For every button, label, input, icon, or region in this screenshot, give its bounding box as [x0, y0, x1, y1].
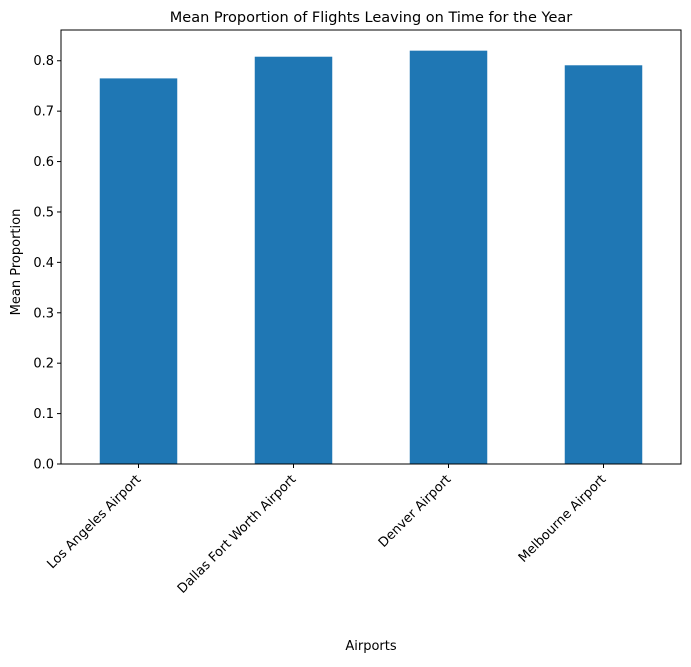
x-tick-label: Melbourne Airport	[516, 472, 610, 566]
axes-layer	[60, 29, 682, 465]
y-tick-label: 0.3	[33, 306, 54, 321]
bar-1	[254, 56, 333, 464]
y-tick-label: 0.6	[33, 155, 54, 170]
y-tick-label: 0.7	[33, 105, 54, 120]
plot-frame	[60, 29, 682, 465]
y-tick-label: 0.8	[33, 54, 54, 69]
bar-0	[99, 78, 178, 464]
x-axis-label: Airports	[345, 639, 396, 654]
y-tick-label: 0.5	[33, 205, 54, 220]
x-axis-ticks: Los Angeles Airport Dallas Fort Worth Air…	[44, 464, 609, 597]
y-axis-label: Mean Proportion	[9, 209, 24, 316]
x-tick-label: Los Angeles Airport	[44, 472, 144, 572]
y-tick-label: 0.4	[33, 256, 54, 271]
y-axis-ticks: 0.0 0.1 0.2 0.3 0.4 0.5 0.6 0.7 0.8	[33, 54, 61, 473]
bar-2	[409, 50, 488, 465]
x-tick-label: Denver Airport	[376, 472, 454, 550]
chart-title: Mean Proportion of Flights Leaving on Ti…	[170, 10, 572, 26]
x-tick-label: Dallas Fort Worth Airport	[175, 472, 299, 596]
y-tick-label: 0.0	[33, 458, 54, 473]
y-tick-label: 0.1	[33, 407, 54, 422]
y-tick-label: 0.2	[33, 357, 54, 372]
bar-3	[564, 65, 643, 465]
bars-layer	[99, 50, 643, 465]
